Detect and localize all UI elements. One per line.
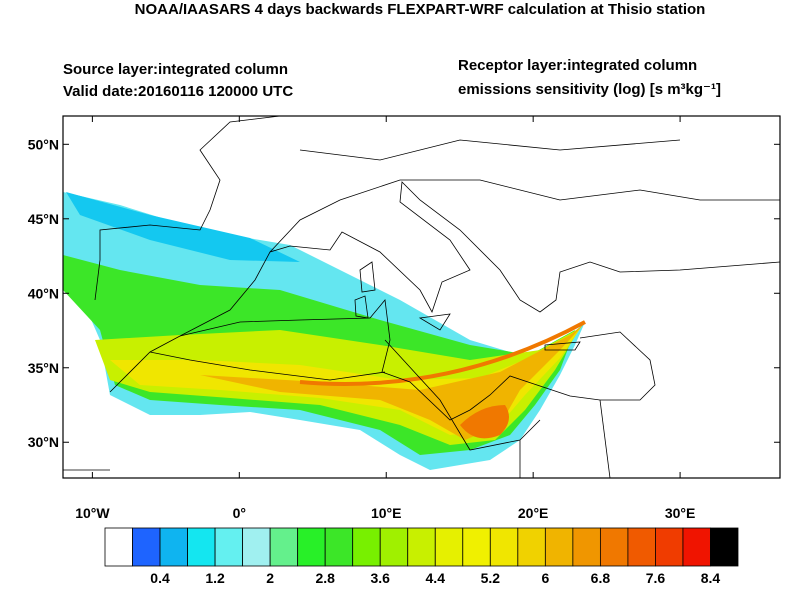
colorbar-box	[599, 527, 629, 567]
y-tick-label: 50°N	[28, 136, 59, 152]
colorbar-box	[269, 527, 299, 567]
source-line: Source layer:integrated column	[63, 61, 288, 78]
plume-blue	[66, 192, 300, 262]
map-frame	[62, 115, 781, 479]
y-tick-label: 45°N	[28, 211, 59, 227]
y-tick-label: 40°N	[28, 285, 59, 301]
x-tick-label: 20°E	[518, 505, 549, 521]
colorbar-box	[324, 527, 354, 567]
colorbar-label: 5.2	[481, 570, 501, 585]
colorbar-box	[379, 527, 409, 567]
x-tick-label: 10°E	[371, 505, 402, 521]
colorbar-box	[352, 527, 381, 567]
colorbar-label: 4.4	[426, 570, 446, 585]
colorbar-box	[242, 527, 271, 567]
source-line: Valid date:20160116 120000 UTC	[63, 83, 293, 100]
border	[149, 139, 780, 478]
receptor-line: Receptor layer:integrated column	[458, 57, 697, 74]
x-tick-label: 10°W	[75, 505, 110, 521]
colorbar-label: 7.6	[646, 570, 666, 585]
colorbar-label: 1.2	[205, 570, 225, 585]
colorbar-label: 2	[266, 570, 274, 585]
coastline	[94, 116, 780, 337]
coastline	[354, 261, 581, 351]
colorbar-box	[214, 527, 244, 567]
colorbar-box	[434, 527, 464, 567]
colorbar-box	[104, 527, 133, 567]
colorbar-box	[572, 527, 601, 567]
colorbar-box	[159, 527, 188, 567]
x-tick-label: 0°	[233, 505, 246, 521]
colorbar-box	[544, 527, 574, 567]
y-tick-label: 35°N	[28, 360, 59, 376]
plume-ridge	[299, 320, 586, 386]
colorbar-box	[517, 527, 546, 567]
x-tick-label: 30°E	[665, 505, 696, 521]
colorbar-box	[682, 527, 711, 567]
colorbar-box	[407, 527, 436, 567]
colorbar-label: 3.6	[370, 570, 390, 585]
colorbar-label: 8.4	[701, 570, 721, 585]
coastline	[63, 299, 656, 471]
colorbar-label: 2.8	[315, 570, 335, 585]
colorbar-label: 6.8	[591, 570, 611, 585]
colorbar-box	[710, 527, 739, 567]
colorbar-box	[297, 527, 326, 567]
y-tick-label: 30°N	[28, 434, 59, 450]
colorbar-box	[655, 527, 684, 567]
colorbar-box	[627, 527, 656, 567]
plume-core	[460, 405, 509, 439]
title: NOAA/IAASARS 4 days backwards FLEXPART-W…	[135, 1, 706, 18]
receptor-line: emissions sensitivity (log) [s m³kg⁻¹]	[458, 81, 721, 98]
colorbar-box	[489, 527, 519, 567]
colorbar-label: 6	[541, 570, 549, 585]
colorbar-box	[132, 527, 161, 567]
map-area	[63, 116, 780, 478]
colorbar-box	[462, 527, 491, 567]
colorbar-label: 0.4	[150, 570, 170, 585]
colorbar-box	[187, 527, 216, 567]
